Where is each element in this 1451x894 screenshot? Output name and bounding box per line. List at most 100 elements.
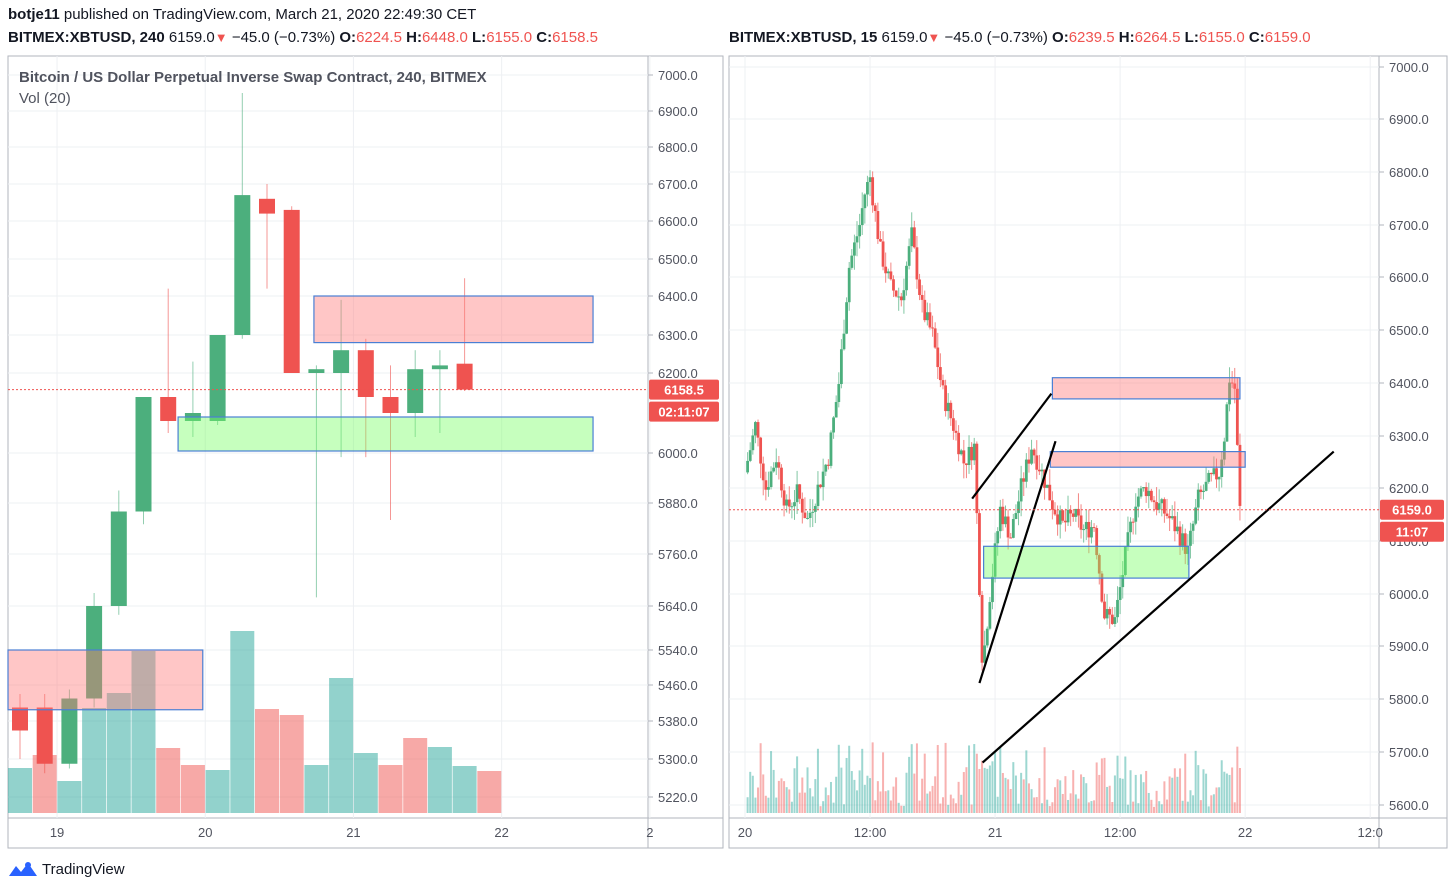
right-candle-body [1196, 489, 1200, 508]
publish-info: botje11 published on TradingView.com, Ma… [8, 6, 476, 23]
right-candle-body [793, 502, 796, 507]
right-candle-body [1040, 469, 1044, 472]
right-candle-body [923, 299, 927, 321]
tradingview-logo-icon [9, 862, 37, 876]
author-name[interactable]: botje11 [8, 6, 60, 23]
right-volume-bar [835, 776, 838, 813]
right-candle-body [959, 450, 963, 455]
right-candle-body [1170, 516, 1174, 519]
right-candle-body [1152, 500, 1156, 503]
right-candle-body [1212, 468, 1216, 475]
right-candle-body [1045, 484, 1049, 488]
right-candle-body [1173, 516, 1177, 532]
left-candle-body [333, 350, 350, 373]
right-candle-body [847, 267, 851, 303]
left-o-label: O: [339, 29, 357, 46]
right-volume-bar [991, 761, 994, 813]
right-candle-body [769, 471, 773, 488]
left-y-tick-label: 6600.0 [658, 214, 698, 229]
right-candle-body [985, 628, 989, 646]
right-candle-body [829, 432, 833, 466]
right-h: 6264.5 [1134, 29, 1181, 46]
left-candle-body [456, 363, 473, 390]
right-volume-bar [1173, 768, 1176, 813]
right-volume-bar [798, 792, 801, 813]
right-volume-bar [892, 786, 895, 813]
right-volume-bar [1184, 753, 1187, 813]
right-candle-body [1228, 382, 1231, 405]
right-volume-bar [1152, 806, 1155, 813]
left-chart[interactable]: 7000.0 6900.0 6800.0 6700.0 6600.0 6500.0 6400… [0, 0, 725, 850]
right-candle-body [748, 450, 752, 461]
right-candle-body [764, 480, 768, 490]
right-volume-bar [905, 772, 908, 813]
right-candle-body [936, 347, 940, 368]
right-volume-bar [767, 797, 770, 813]
right-volume-bar [1106, 786, 1109, 813]
right-candle-body [1019, 478, 1023, 502]
right-volume-bar [960, 794, 963, 813]
right-candle-body [1155, 502, 1158, 510]
right-volume-bar [754, 797, 757, 813]
right-candle-body [853, 242, 856, 256]
right-candle-body [1108, 609, 1112, 615]
right-chart[interactable]: 7000.0 6900.0 6800.0 6700.0 6600.0 6500.0 6400… [725, 0, 1451, 850]
right-volume-bar [1158, 801, 1161, 813]
right-volume-bar [1139, 774, 1142, 813]
right-candle-body [886, 271, 890, 274]
right-candle-body [1163, 499, 1166, 514]
right-volume-bar [1205, 773, 1208, 813]
right-candle-body [1129, 521, 1132, 533]
right-candle-body [1113, 617, 1117, 624]
left-y-tick-label: 5460.0 [658, 678, 698, 693]
right-volume-bar [1124, 756, 1127, 813]
right-volume-bar [1103, 757, 1106, 813]
right-candle-body [980, 595, 984, 663]
right-x-tick-label: 21 [988, 825, 1002, 840]
right-volume-bar [1163, 781, 1166, 813]
right-candle-body [1058, 510, 1062, 525]
right-volume-bar [884, 791, 887, 813]
left-candle-body [135, 397, 152, 512]
right-volume-bar [871, 742, 874, 813]
right-volume-bar [775, 797, 778, 813]
right-candle-body [1176, 526, 1179, 532]
right-volume-bar [764, 795, 767, 813]
right-candle-body [1092, 527, 1096, 529]
right-volume-bar [1137, 803, 1140, 813]
right-candle-body [850, 255, 854, 268]
right-candle-body [884, 266, 888, 274]
right-volume-bar [822, 801, 825, 813]
left-volume-bar [131, 651, 156, 813]
right-volume-bar [777, 780, 780, 813]
right-volume-bar [1072, 770, 1075, 813]
right-candle-body [832, 417, 835, 433]
right-y-tick-label: 6600.0 [1389, 270, 1429, 285]
right-volume-bar [1095, 762, 1098, 813]
tradingview-footer[interactable]: TradingView [8, 860, 125, 878]
right-volume-bar [850, 771, 853, 813]
right-candle-body [1191, 523, 1195, 531]
right-volume-bar [816, 748, 819, 813]
right-volume-bar [1030, 789, 1033, 813]
right-candle-body [754, 422, 757, 436]
right-candle-body [1225, 404, 1229, 442]
left-symbol: BITMEX:XBTUSD, 240 [8, 29, 165, 46]
right-candle-body [1037, 469, 1041, 472]
right-candle-body [970, 446, 974, 461]
right-volume-bar [788, 789, 791, 813]
left-candle-body [86, 606, 103, 699]
right-volume-bar [1014, 775, 1017, 813]
right-volume-bar [848, 745, 851, 813]
right-change: −45.0 (−0.73%) [944, 29, 1048, 46]
right-volume-bar [801, 777, 804, 813]
right-symbol: BITMEX:XBTUSD, 15 [729, 29, 878, 46]
right-candle-body [876, 211, 880, 240]
left-change: −45.0 (−0.73%) [231, 29, 336, 46]
right-candle-body [1066, 509, 1070, 523]
right-candle-body [1069, 509, 1073, 514]
left-legend-title: Bitcoin / US Dollar Perpetual Inverse Sw… [19, 69, 487, 86]
right-volume-bar [772, 769, 775, 813]
right-candle-body [1131, 521, 1135, 523]
right-candle-body [1027, 459, 1031, 464]
